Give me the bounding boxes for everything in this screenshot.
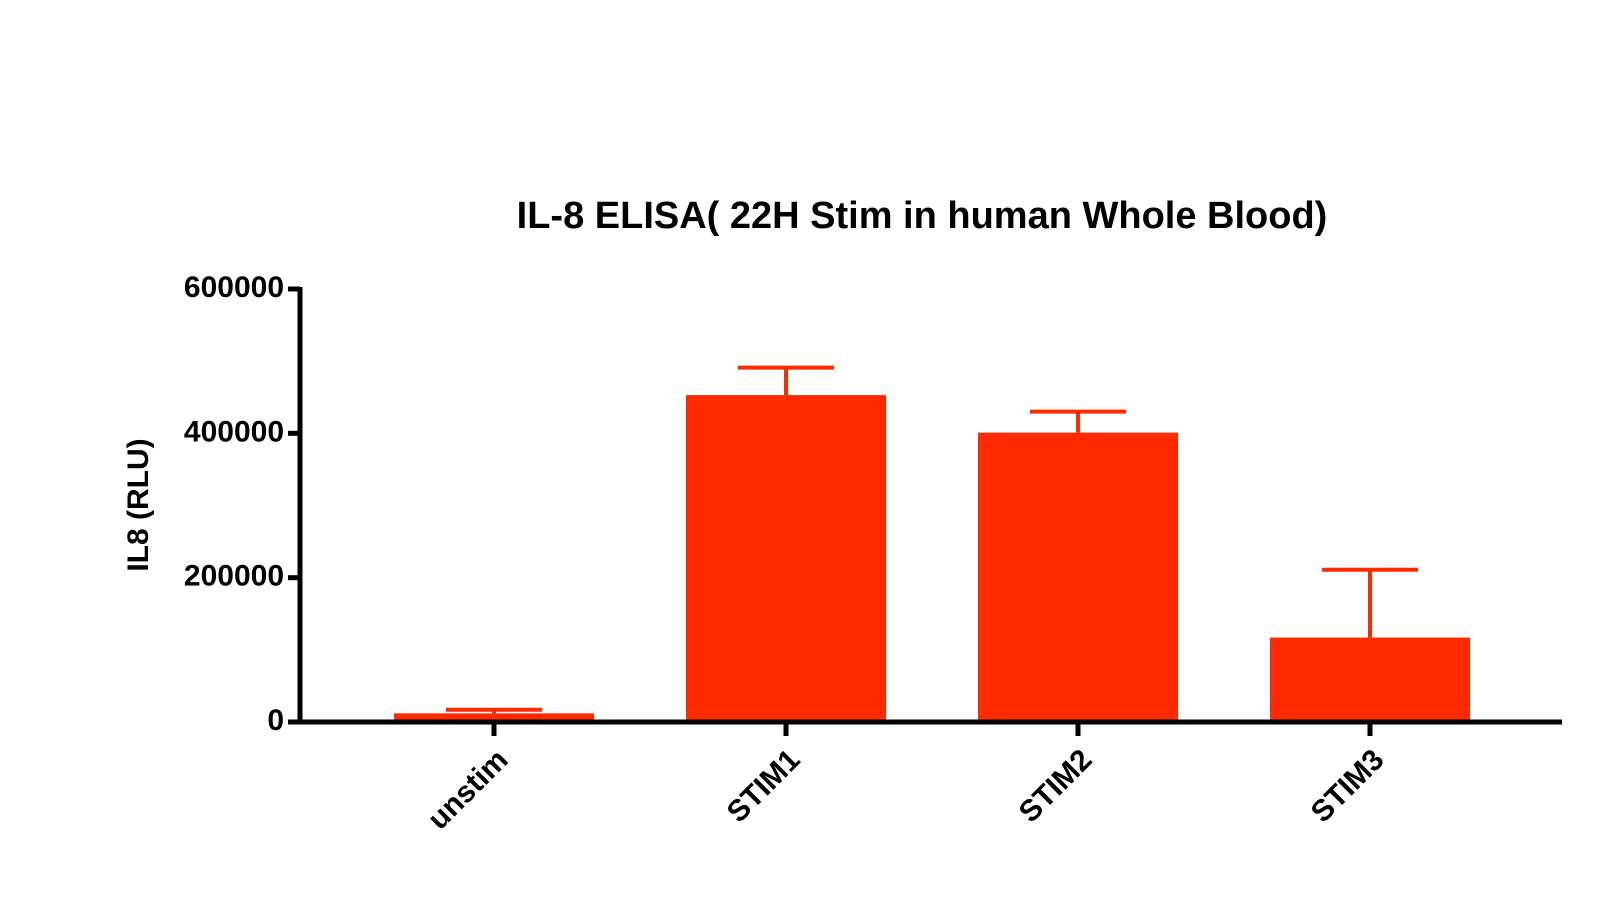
bar [394, 713, 594, 722]
x-tick-label: STIM3 [1305, 743, 1391, 829]
x-tick-label: STIM1 [721, 743, 807, 829]
bar [1270, 637, 1470, 722]
x-tick-label: unstim [422, 743, 515, 836]
chart-title: IL-8 ELISA( 22H Stim in human Whole Bloo… [517, 195, 1328, 237]
y-tick-label: 0 [267, 704, 284, 737]
x-tick-label: STIM2 [1013, 743, 1099, 829]
y-tick-label: 200000 [184, 560, 284, 593]
bar [686, 395, 886, 722]
bar [978, 432, 1178, 722]
y-axis-label: IL8 (RLU) [122, 438, 155, 571]
y-tick-label: 600000 [184, 271, 284, 304]
y-tick-label: 400000 [184, 415, 284, 448]
